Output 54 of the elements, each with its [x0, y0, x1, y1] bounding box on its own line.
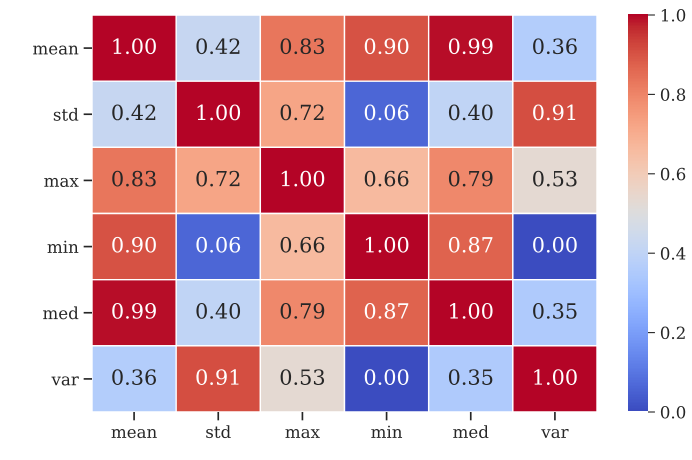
x-tick-label: std	[206, 425, 231, 438]
data-label: 0.83	[112, 170, 156, 186]
data-label: 1.00	[198, 104, 240, 120]
data-label: 0.36	[533, 38, 577, 54]
color-bar-label: 0.8	[660, 88, 686, 101]
data-label: 0.36	[112, 369, 156, 385]
x-tick-label: med	[453, 425, 488, 438]
data-label: 0.53	[280, 369, 324, 385]
data-label: 0.35	[448, 369, 492, 385]
x-tick-label: min	[371, 426, 402, 438]
data-label: 0.53	[533, 170, 577, 186]
data-label: 0.90	[364, 38, 408, 54]
y-tick-label: min	[48, 240, 78, 253]
y-tick-label: max	[44, 178, 79, 187]
x-tick-label: mean	[112, 428, 157, 438]
data-label: 0.87	[448, 236, 492, 253]
data-label: 0.72	[196, 170, 240, 186]
y-tick-label: std	[54, 108, 78, 121]
data-label: 0.66	[364, 170, 408, 186]
data-label: 0.99	[112, 303, 156, 319]
color-bar-label: 0.0	[660, 406, 686, 419]
data-label: 0.42	[196, 38, 240, 54]
data-label: 0.90	[112, 236, 156, 253]
color-bar-label: 0.2	[660, 326, 685, 340]
data-label: 0.79	[448, 170, 493, 186]
y-tick-label: var	[51, 376, 79, 386]
data-label: 0.00	[533, 236, 577, 253]
data-label: 0.66	[280, 236, 324, 253]
data-label: 0.87	[364, 303, 408, 319]
color-bar-label: 1.0	[662, 8, 686, 22]
data-label: 1.00	[534, 369, 577, 385]
data-label: 0.91	[196, 369, 238, 385]
color-bar-label: 0.6	[660, 168, 686, 180]
data-label: 0.35	[533, 303, 576, 319]
data-label: 0.72	[280, 104, 324, 120]
data-label: 0.00	[364, 369, 408, 385]
x-tick-label: max	[285, 428, 320, 438]
y-tick-label: med	[43, 306, 78, 320]
data-label: 0.42	[112, 104, 156, 120]
data-label: 0.40	[448, 104, 493, 120]
data-label: 1.00	[282, 170, 324, 186]
data-label: 0.83	[280, 38, 324, 54]
data-label: 0.06	[196, 236, 240, 253]
color-bar-label: 0.4	[660, 247, 686, 260]
data-label: 0.40	[196, 303, 240, 319]
data-label: 0.99	[448, 38, 493, 54]
data-label: 0.91	[533, 104, 576, 120]
x-tick-label: var	[541, 428, 569, 438]
y-tick-label: mean	[33, 46, 78, 55]
data-label: 1.00	[366, 236, 408, 253]
data-label: 1.00	[450, 303, 493, 319]
data-label: 1.00	[113, 38, 156, 54]
data-label: 0.06	[364, 104, 408, 120]
data-label: 0.79	[280, 303, 324, 319]
